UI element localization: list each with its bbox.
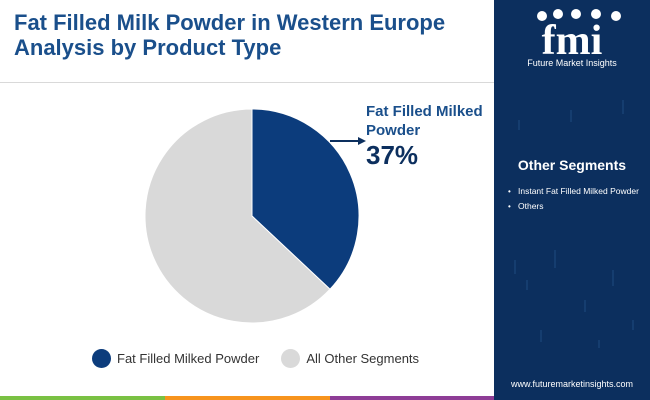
slice-callout: Fat Filled Milked Powder 37%: [366, 102, 494, 170]
other-segments-list: • Instant Fat Filled Milked Powder • Oth…: [508, 186, 640, 216]
segment-item: • Instant Fat Filled Milked Powder: [508, 186, 640, 197]
fmi-logo: fmi: [537, 9, 621, 64]
sidebar-pattern: [514, 100, 634, 348]
brand-name: Future Market Insights: [527, 58, 617, 68]
pie-slice-fat-filled-milked-powder: [251, 108, 360, 290]
segment-item-label: Instant Fat Filled Milked Powder: [518, 186, 639, 196]
chart-legend: Fat Filled Milked Powder All Other Segme…: [92, 348, 441, 368]
pie-chart: [144, 108, 366, 324]
bottom-color-bar: [0, 396, 494, 400]
website-url: www.futuremarketinsights.com: [510, 379, 634, 389]
logo-text: fmi: [542, 18, 603, 64]
page-title: Fat Filled Milk Powder in Western Europe…: [14, 10, 484, 60]
title-line-1: Fat Filled Milk Powder in Western Europe: [14, 10, 446, 35]
other-segments-heading: Other Segments: [494, 154, 650, 176]
segment-item: • Others: [508, 201, 640, 212]
legend-label-other: All Other Segments: [306, 350, 420, 366]
bar-green: [0, 396, 165, 400]
sidebar: fmi Future Market Insights Other Segment…: [494, 0, 650, 400]
segment-item-label: Others: [518, 201, 544, 211]
callout-value: 37%: [366, 140, 419, 170]
legend-item-other: All Other Segments: [281, 348, 420, 368]
bar-purple: [330, 396, 494, 400]
bar-orange: [165, 396, 330, 400]
pie-slice-all-other-segments: [144, 108, 331, 324]
callout-arrow: [330, 137, 366, 145]
legend-swatch-fat-filled: [92, 348, 111, 368]
legend-label-fat-filled: Fat Filled Milked Powder: [117, 350, 260, 366]
title-line-2: Analysis by Product Type: [14, 35, 282, 60]
callout-label: Fat Filled Milked Powder: [366, 103, 483, 139]
legend-swatch-other: [281, 348, 301, 368]
legend-item-fat-filled: Fat Filled Milked Powder: [92, 348, 260, 368]
bullet-icon: •: [508, 187, 511, 196]
header-divider: [0, 82, 494, 83]
pie-slices: [144, 108, 360, 324]
bullet-icon: •: [508, 202, 511, 211]
